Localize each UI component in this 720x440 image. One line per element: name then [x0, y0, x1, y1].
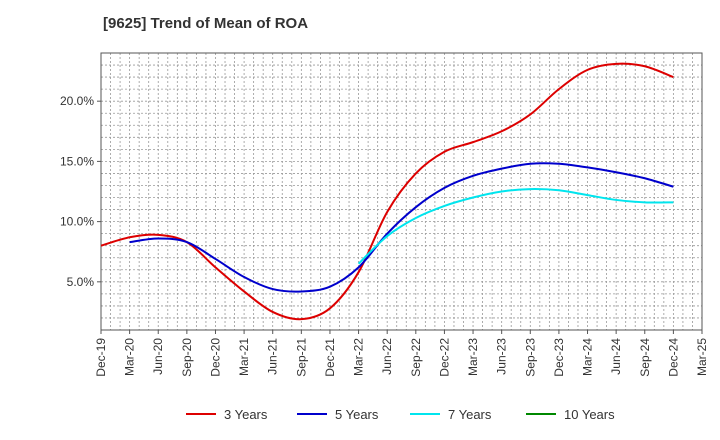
plot-frame	[100, 52, 703, 331]
legend: 3 Years 5 Years 7 Years 10 Years	[186, 407, 615, 422]
series-lines	[100, 62, 674, 321]
legend-label: 3 Years	[224, 407, 268, 422]
x-tick-label: Mar-21	[237, 338, 251, 376]
x-tick-label: Mar-25	[695, 338, 709, 376]
x-tick-label: Jun-24	[609, 338, 623, 375]
x-tick-label: Jun-21	[266, 338, 280, 375]
x-tick-label: Mar-22	[352, 338, 366, 376]
x-tick-label: Sep-23	[523, 338, 537, 377]
x-tick-label: Mar-24	[581, 338, 595, 376]
x-tick-label: Dec-23	[552, 338, 566, 377]
legend-item-3-years: 3 Years	[186, 407, 268, 422]
x-tick-label: Dec-19	[94, 338, 108, 377]
x-tick-label: Sep-22	[409, 338, 423, 377]
x-tick-label: Dec-20	[208, 338, 222, 377]
y-tick-label: 15.0%	[60, 154, 94, 168]
x-tick-label: Sep-24	[638, 338, 652, 377]
legend-label: 5 Years	[335, 407, 379, 422]
series-line-5-years	[129, 162, 674, 293]
x-tick-label: Dec-21	[323, 338, 337, 377]
x-tick-label: Mar-20	[123, 338, 137, 376]
y-axis: 5.0% 10.0% 15.0% 20.0%	[60, 94, 101, 289]
x-tick-label: Jun-23	[495, 338, 509, 375]
series-line-7-years	[357, 188, 674, 265]
x-tick-label: Sep-21	[294, 338, 308, 377]
x-tick-label: Sep-20	[180, 338, 194, 377]
legend-label: 7 Years	[448, 407, 492, 422]
legend-item-5-years: 5 Years	[297, 407, 379, 422]
x-tick-label: Mar-23	[466, 338, 480, 376]
x-tick-label: Dec-24	[666, 338, 680, 377]
x-axis: Dec-19 Mar-20 Jun-20 Sep-20 Dec-20 Mar-21 Jun-…	[94, 330, 709, 377]
y-tick-label: 20.0%	[60, 94, 94, 108]
legend-item-7-years: 7 Years	[410, 407, 492, 422]
y-tick-label: 5.0%	[67, 275, 95, 289]
x-tick-label: Jun-22	[380, 338, 394, 375]
x-tick-label: Dec-22	[437, 338, 451, 377]
series-line-3-years	[100, 62, 674, 321]
legend-item-10-years: 10 Years	[526, 407, 615, 422]
legend-label: 10 Years	[564, 407, 615, 422]
chart-title: [9625] Trend of Mean of ROA	[103, 15, 308, 32]
x-tick-label: Jun-20	[151, 338, 165, 375]
y-tick-label: 10.0%	[60, 215, 94, 229]
